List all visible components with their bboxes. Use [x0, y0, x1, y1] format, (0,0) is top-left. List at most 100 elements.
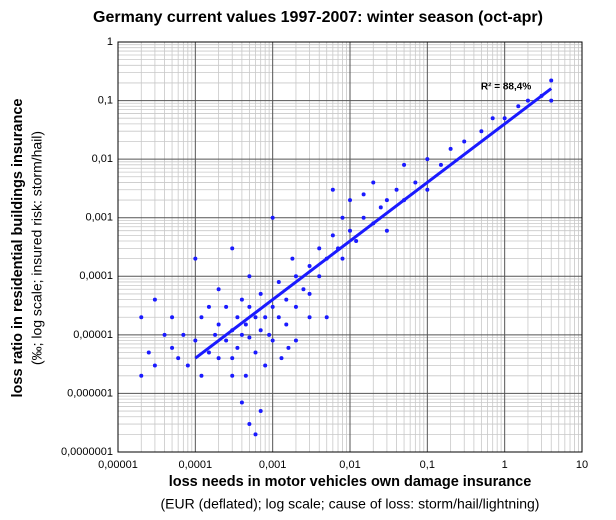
point: [139, 315, 144, 320]
point: [378, 205, 383, 210]
point: [216, 356, 221, 361]
x-tick-label: 0,1: [420, 459, 435, 471]
point: [247, 335, 252, 340]
point: [324, 315, 329, 320]
point: [340, 256, 345, 261]
y-tick-label: 0,00001: [73, 329, 113, 341]
x-axis-title: loss needs in motor vehicles own damage …: [169, 474, 532, 490]
point: [199, 315, 204, 320]
point: [258, 291, 263, 296]
point: [235, 345, 240, 350]
point: [263, 363, 268, 368]
point: [448, 146, 453, 151]
point: [307, 315, 312, 320]
point: [263, 315, 268, 320]
point: [239, 297, 244, 302]
point: [152, 363, 157, 368]
point: [253, 315, 258, 320]
point: [206, 350, 211, 355]
point: [152, 297, 157, 302]
point: [139, 373, 144, 378]
point: [286, 345, 291, 350]
y-axis-subtitle: (‰; log scale; insured risk: storm/hail): [29, 131, 45, 365]
point: [170, 315, 175, 320]
point: [279, 356, 284, 361]
point: [258, 409, 263, 414]
point: [425, 187, 430, 192]
point: [371, 180, 376, 185]
point: [258, 328, 263, 333]
point: [479, 129, 484, 134]
point: [549, 78, 554, 83]
point: [199, 373, 204, 378]
point: [317, 246, 322, 251]
x-tick-label: 0,00001: [98, 459, 138, 471]
point: [247, 304, 252, 309]
point: [170, 345, 175, 350]
point: [384, 198, 389, 203]
point: [384, 228, 389, 233]
chart-title: Germany current values 1997-2007: winter…: [93, 9, 543, 26]
point: [293, 274, 298, 279]
point: [239, 400, 244, 405]
point: [176, 356, 181, 361]
point: [361, 215, 366, 220]
point: [425, 157, 430, 162]
plot-border: [117, 41, 583, 453]
x-axis-subtitle: (EUR (deflated); log scale; cause of los…: [161, 496, 540, 512]
y-tick-label: 0,0001: [79, 270, 113, 282]
y-tick-label: 0,000001: [67, 387, 113, 399]
point: [361, 192, 366, 197]
point: [230, 246, 235, 251]
point: [270, 215, 275, 220]
point: [348, 198, 352, 203]
point: [293, 338, 298, 343]
point: [276, 315, 281, 320]
point: [230, 373, 235, 378]
y-axis-title: loss ratio in residential buildings insu…: [10, 99, 26, 398]
x-tick-label: 0,001: [259, 459, 287, 471]
point: [185, 363, 190, 368]
y-tick-label: 0,01: [92, 153, 113, 165]
point: [270, 304, 275, 309]
point: [267, 332, 272, 337]
point: [270, 338, 275, 343]
point: [301, 287, 306, 292]
point: [293, 304, 298, 309]
point: [193, 338, 198, 343]
point: [247, 422, 252, 427]
point: [348, 228, 352, 233]
point: [216, 322, 221, 327]
point: [239, 332, 244, 337]
trendline: [194, 87, 553, 360]
point: [235, 315, 240, 320]
x-tick-label: 10: [576, 459, 588, 471]
point: [193, 256, 198, 261]
point: [317, 274, 322, 279]
point: [462, 139, 467, 144]
point: [502, 116, 507, 121]
y-tick-label: 0,1: [98, 94, 113, 106]
point: [549, 98, 554, 103]
y-tick-label: 0,0000001: [61, 446, 113, 458]
point: [146, 350, 151, 355]
point: [253, 350, 258, 355]
point: [243, 322, 248, 327]
point: [243, 373, 248, 378]
point: [253, 432, 258, 437]
point: [284, 297, 289, 302]
y-tick-label: 1: [107, 36, 113, 48]
point: [284, 322, 289, 327]
x-tick-label: 1: [502, 459, 508, 471]
point: [224, 338, 229, 343]
point: [340, 215, 345, 220]
point: [224, 304, 229, 309]
point: [394, 187, 399, 192]
point: [516, 104, 521, 109]
point: [247, 274, 252, 279]
point: [307, 291, 312, 296]
point: [330, 233, 335, 238]
annotation: R² = 88,4%: [481, 81, 531, 92]
point: [490, 116, 495, 121]
